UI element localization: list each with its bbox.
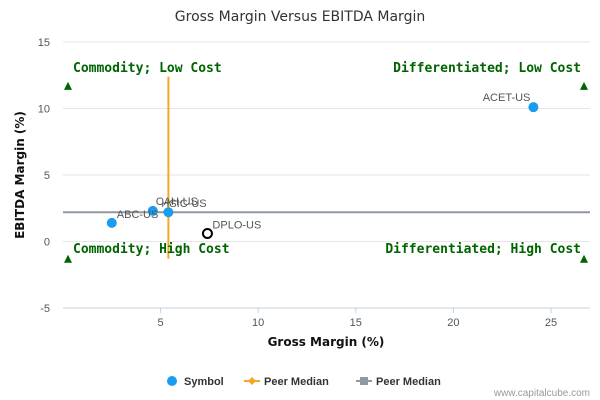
point-label-cah-us: CAH-US: [156, 196, 198, 208]
quadrant-marker-icon: [64, 81, 72, 90]
x-tick-label: 25: [545, 317, 557, 329]
x-tick-label: 5: [158, 317, 164, 329]
point-marker-hsic-us: [163, 207, 174, 218]
legend-label: Symbol: [184, 376, 224, 388]
quadrant-labels: Commodity; Low Cost Differentiated; Low C…: [64, 61, 588, 263]
y-tick-label: 5: [44, 170, 50, 182]
legend-symbol-icon: [167, 376, 177, 386]
x-tick-label: 15: [350, 317, 362, 329]
legend: Symbol Peer Median Peer Median: [167, 376, 441, 388]
point-label-acet-us: ACET-US: [483, 92, 531, 104]
legend-diamond-icon: [248, 377, 256, 385]
axes: 15 10 5 0 -5 5 10 15 20 25: [38, 37, 590, 329]
x-tick-label: 10: [252, 317, 264, 329]
quadrant-marker-icon: [580, 81, 588, 90]
point-label-hsic-us: HSIC-US: [161, 198, 206, 210]
x-tick-label: 20: [447, 317, 459, 329]
quadrant-label-bottom-left: Commodity; High Cost: [73, 242, 230, 257]
legend-square-icon: [360, 377, 368, 385]
y-axis-title: EBITDA Margin (%): [13, 111, 27, 239]
point-marker-cah-us: [147, 205, 158, 216]
quadrant-label-bottom-right: Differentiated; High Cost: [385, 242, 581, 257]
grid-lines: [63, 41, 590, 309]
point-marker-abc-us: [106, 217, 117, 228]
point-label-abc-us: ABC-US: [117, 209, 159, 221]
y-tick-label: 0: [44, 237, 50, 249]
quadrant-label-top-left: Commodity; Low Cost: [73, 61, 222, 76]
y-tick-label: 15: [38, 37, 50, 49]
x-axis-title: Gross Margin (%): [268, 335, 385, 349]
point-marker-acet-us: [528, 102, 539, 113]
y-tick-label: 10: [38, 104, 50, 116]
credit-text: www.capitalcube.com: [493, 388, 590, 399]
point-marker-dplo-us: [201, 228, 213, 240]
chart-title: Gross Margin Versus EBITDA Margin: [175, 9, 425, 25]
quadrant-marker-icon: [580, 254, 588, 263]
y-tick-label: -5: [40, 303, 50, 315]
legend-label: Peer Median: [264, 376, 329, 388]
quadrant-label-top-right: Differentiated; Low Cost: [393, 61, 581, 76]
point-label-dplo-us: DPLO-US: [212, 220, 261, 232]
legend-label: Peer Median: [376, 376, 441, 388]
quadrant-marker-icon: [64, 254, 72, 263]
